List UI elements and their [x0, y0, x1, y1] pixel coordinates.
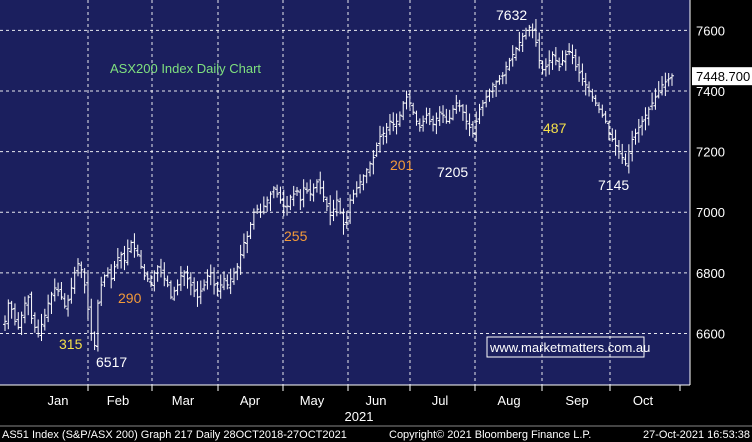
- x-tick-label: Mar: [172, 393, 195, 408]
- x-axis-area: [0, 385, 752, 442]
- y-tick-label: 7400: [696, 84, 725, 99]
- x-tick-label: Feb: [107, 393, 129, 408]
- y-tick-label: 7000: [696, 205, 725, 220]
- y-tick-label: 7600: [696, 23, 725, 38]
- last-price-box: [692, 67, 752, 86]
- annotation-label: 315: [59, 336, 83, 352]
- last-price-label: 7448.700: [696, 69, 750, 84]
- x-tick-label: Sep: [565, 393, 588, 408]
- watermark-box: [486, 336, 645, 358]
- x-tick-label: Apr: [240, 393, 261, 408]
- watermark-text: www.marketmatters.com.au: [489, 340, 650, 355]
- y-tick-label: 7200: [696, 145, 725, 160]
- chart-title: ASX200 Index Daily Chart: [110, 61, 261, 76]
- annotation-label: 7632: [496, 7, 527, 23]
- y-tick-label: 6800: [696, 266, 725, 281]
- footer-center: Copyright© 2021 Bloomberg Finance L.P.: [389, 429, 591, 441]
- footer-left: AS51 Index (S&P/ASX 200) Graph 217 Daily…: [2, 429, 347, 441]
- annotation-label: 6517: [96, 354, 127, 370]
- footer-right: 27-Oct-2021 16:53:38: [643, 429, 750, 441]
- x-tick-label: Jun: [366, 393, 387, 408]
- x-tick-label: May: [300, 393, 325, 408]
- x-tick-label: Jul: [432, 393, 449, 408]
- x-tick-label: Oct: [633, 393, 654, 408]
- annotation-label: 487: [543, 120, 567, 136]
- year-label: 2021: [345, 409, 374, 424]
- y-tick-label: 6600: [696, 326, 725, 341]
- annotation-label: 7205: [437, 164, 468, 180]
- x-tick-label: Aug: [497, 393, 520, 408]
- plot-area: [0, 0, 690, 385]
- annotation-label: 255: [284, 228, 308, 244]
- annotation-label: 7145: [598, 177, 629, 193]
- x-tick-label: Jan: [48, 393, 69, 408]
- annotation-label: 290: [118, 290, 142, 306]
- annotation-label: 201: [390, 157, 414, 173]
